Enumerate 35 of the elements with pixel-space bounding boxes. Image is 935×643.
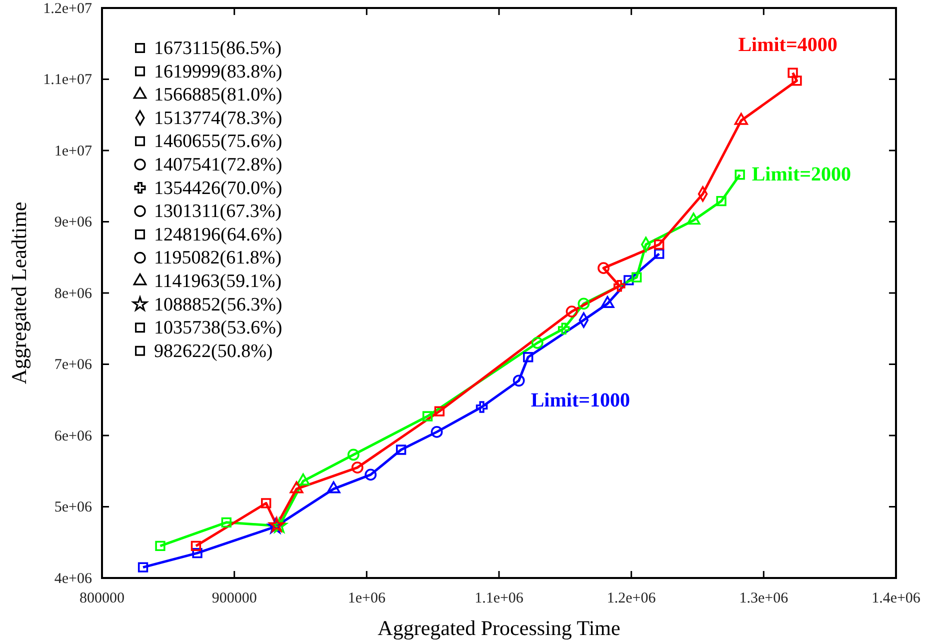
x-tick-label: 1.4e+06 — [872, 590, 921, 607]
annotation: 1088852(56.3%) — [154, 294, 282, 316]
x-tick-label: 1e+06 — [348, 590, 386, 607]
annotation: 1460655(75.6%) — [154, 131, 282, 152]
y-axis-title: Aggregated Leadtime — [7, 202, 31, 384]
annotation: 1513774(78.3%) — [154, 108, 282, 129]
annotation: 1407541(72.8%) — [154, 154, 282, 176]
y-tick-label: 9e+06 — [54, 214, 92, 231]
y-tick-label: 7e+06 — [54, 357, 92, 374]
y-tick-label: 1.2e+07 — [43, 0, 92, 17]
y-tick-label: 1e+07 — [54, 143, 92, 160]
x-tick-label: 1.3e+06 — [739, 590, 789, 607]
y-tick-label: 4e+06 — [54, 570, 92, 587]
annotation: 1301311(67.3%) — [154, 201, 282, 222]
annotation: 1619999(83.8%) — [154, 61, 282, 82]
x-tick-label: 900000 — [212, 590, 257, 607]
annotation: 1141963(59.1%) — [154, 271, 282, 292]
x-tick-label: 1.1e+06 — [474, 590, 524, 607]
series-label: Limit=2000 — [752, 164, 852, 186]
annotation: 1035738(53.6%) — [154, 318, 282, 339]
x-tick-label: 1.2e+06 — [606, 590, 656, 607]
x-axis-title: Aggregated Processing Time — [378, 616, 620, 640]
y-tick-label: 1.1e+07 — [43, 72, 92, 88]
annotation: 1354426(70.0%) — [154, 178, 282, 199]
x-tick-label: 800000 — [80, 590, 124, 607]
y-tick-label: 5e+06 — [54, 500, 92, 516]
series-label: Limit=4000 — [738, 34, 838, 56]
annotation: 1248196(64.6%) — [154, 224, 282, 246]
series-label: Limit=1000 — [530, 390, 630, 412]
annotation: 1566885(81.0%) — [154, 84, 282, 106]
y-tick-label: 8e+06 — [54, 286, 92, 302]
y-tick-label: 6e+06 — [54, 428, 92, 444]
annotation: 982622(50.8%) — [154, 340, 273, 362]
annotation: 1195082(61.8%) — [154, 248, 282, 269]
annotation: 1673115(86.5%) — [154, 38, 282, 59]
